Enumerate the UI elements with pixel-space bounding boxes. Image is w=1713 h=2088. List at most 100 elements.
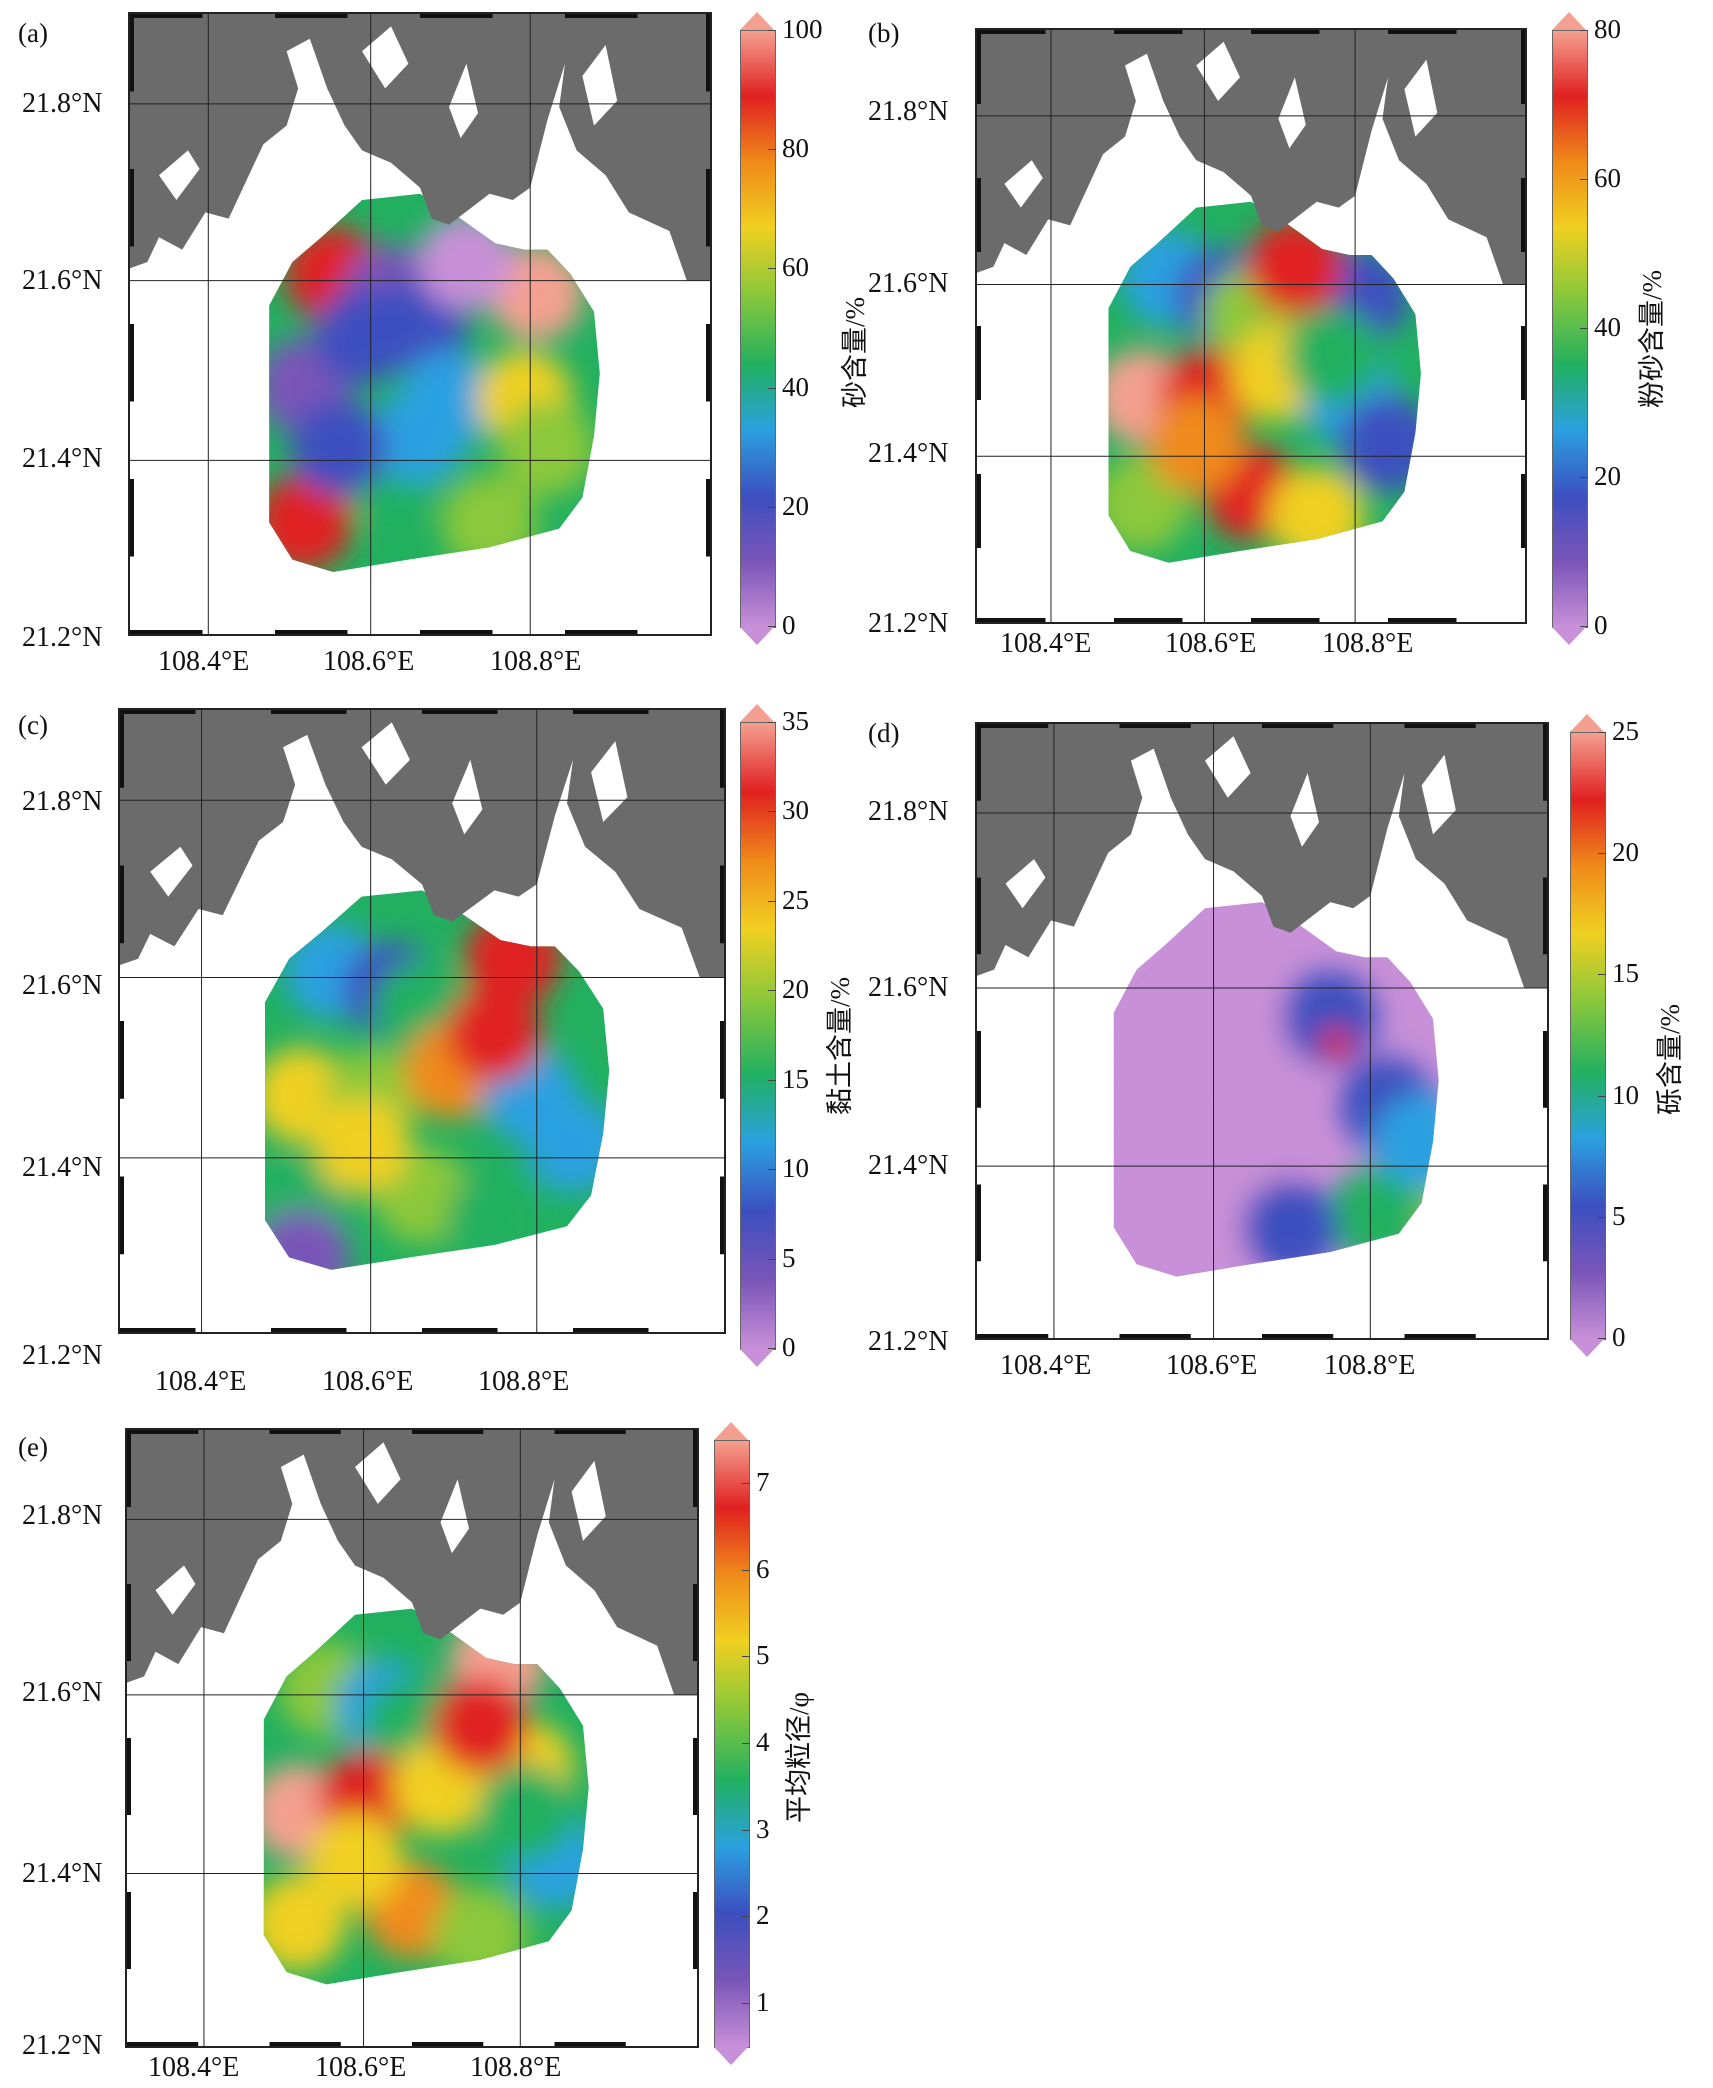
colorbar-tick [1598,1216,1606,1218]
frame-tick [1543,724,1547,801]
colorbar-tick-label: 15 [782,1063,809,1094]
frame-tick [693,1430,697,1507]
panel-label: (b) [868,18,900,48]
frame-tick [127,1584,131,1661]
frame-tick [420,14,493,18]
frame-tick [275,630,348,634]
colorbar-tick-label: 4 [756,1727,770,1757]
lon-label-108-6: 108.6°E [315,2052,407,2083]
colorbar-tick-label: 25 [782,884,809,915]
lat-label-21-8: 21.8°N [22,1500,103,1531]
land-mass [977,724,1547,988]
lat-label-21-4: 21.4°N [22,1858,103,1889]
water-inlet [1196,41,1240,101]
colorbar-tick [742,1829,750,1831]
frame-tick [977,30,1046,34]
frame-tick [130,479,134,557]
water-inlet [1004,160,1043,208]
colorbar-tick [1580,179,1588,180]
frame-tick [127,1892,131,1969]
colorbar-tick [1598,853,1606,855]
frame-tick [1521,178,1525,252]
land-mass [977,30,1525,285]
colorbar-title: 砂含量/% [840,297,870,408]
map-svg [977,30,1525,622]
contour-blob [1282,970,1379,1067]
colorbar-tick [1598,1338,1606,1339]
colorbar-gradient [740,722,776,1350]
colorbar-tick-label: 7 [756,1467,770,1498]
frame-tick [269,2042,341,2046]
map-svg [130,14,710,634]
panel-label: (c) [18,710,48,740]
colorbar-tick [768,506,776,508]
contour-field [1113,902,1439,1277]
contour-blob [313,1097,410,1194]
colorbar-tick-label: 30 [782,795,809,826]
colorbar-tick-label: 5 [782,1242,796,1273]
colorbar-gradient [740,30,776,628]
colorbar-tick [1580,477,1588,478]
frame-tick [1521,30,1525,104]
contour-blob [499,400,596,496]
contour-blob [1246,218,1343,315]
panel-label: (e) [18,1432,48,1462]
lat-label-21-2: 21.2°N [22,1340,103,1371]
frame-tick [706,479,710,557]
lon-label-108-4: 108.4°E [1000,1350,1092,1381]
frame-tick [1251,618,1320,622]
frame-tick [130,169,134,247]
land-mass [130,14,710,281]
frame-tick [130,14,134,92]
frame-tick [720,1021,724,1099]
lat-label-21-6: 21.6°N [22,1677,103,1708]
frame-tick [120,1176,124,1255]
colorbar-tick-label: 20 [1594,461,1621,491]
lon-label-108-8: 108.8°E [470,2052,562,2083]
colorbar-tick-label: 20 [782,490,809,521]
contour-blob [265,1209,350,1270]
colorbar-tick-label: 40 [1594,312,1621,342]
colorbar-top-tip [714,1422,748,1440]
frame-tick [1388,618,1457,622]
frame-tick [565,14,638,18]
frame-tick [1543,877,1547,955]
colorbar-tick [768,990,776,992]
frame-tick [977,877,981,955]
colorbar-tick-label: 6 [756,1553,770,1584]
colorbar-tick-label: 3 [756,1813,770,1844]
frame-tick [720,865,724,944]
water-inlet [1278,77,1306,149]
colorbar-tick-label: 10 [782,1153,809,1184]
frame-tick [120,1328,196,1332]
colorbar-tick [768,1079,776,1081]
frame-tick [977,326,981,400]
frame-tick [1114,30,1183,34]
frame-tick [120,710,124,788]
colorbar-title: 砾含量/% [1655,1004,1685,1115]
colorbar-tick [768,1348,776,1349]
water-inlet [452,759,483,835]
contour-blob [525,1097,610,1194]
contour-blob [441,474,538,571]
frame-tick [977,178,981,252]
frame-tick [977,724,1049,728]
contour-blob [1113,1105,1196,1202]
frame-tick [412,2042,484,2046]
colorbar-tick [1580,626,1588,627]
water-inlet [150,846,193,897]
map-frame [975,722,1549,1340]
frame-tick [130,324,134,402]
colorbar-tick-label: 20 [782,974,809,1005]
contour-blob [446,1172,543,1269]
colorbar-top-tip [740,12,774,30]
colorbar-tick-label: 40 [782,371,809,402]
water-inlet [571,1460,606,1541]
contour-blob [1168,1179,1265,1276]
contour-blob [1285,307,1382,404]
lon-label-108-6: 108.6°E [322,1366,414,1397]
colorbar-tick [768,30,776,31]
frame-tick [565,630,638,634]
colorbar-tick [768,900,776,902]
colorbar-tick-label: 1 [756,1986,770,2017]
